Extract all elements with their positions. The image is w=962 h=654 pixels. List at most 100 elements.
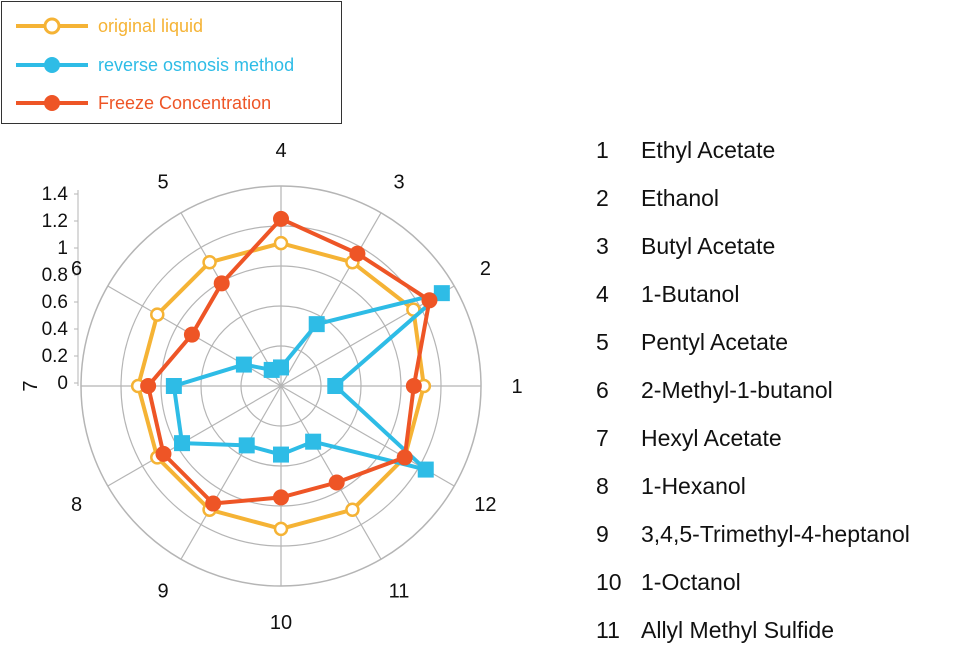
data-point (345, 502, 360, 517)
data-point (421, 292, 438, 309)
legend-item-original-liquid: original liquid (12, 12, 203, 40)
key-item: 7 Hexyl Acetate (596, 414, 910, 462)
data-point (238, 437, 255, 454)
legend-item-reverse-osmosis: reverse osmosis method (12, 51, 294, 79)
key-number: 4 (596, 280, 609, 307)
series-layer (130, 210, 450, 537)
data-point (417, 461, 434, 478)
data-point (235, 356, 252, 373)
data-point (273, 446, 289, 463)
data-point (405, 378, 422, 394)
key-name: Butyl Acetate (641, 232, 776, 259)
data-point (263, 361, 280, 378)
compound-key-list: 1 Ethyl Acetate 2 Ethanol 3 Butyl Acetate 4… (596, 126, 910, 654)
key-item: 10 1-Octanol (596, 558, 910, 606)
category-label: 10 (270, 612, 292, 634)
category-label: 11 (389, 580, 410, 602)
spoke (107, 385, 282, 487)
data-point (308, 316, 325, 333)
legend-item-freeze-concentration: Freeze Concentration (12, 89, 271, 117)
key-number: 5 (596, 328, 609, 355)
data-point (327, 378, 344, 394)
key-number: 2 (596, 184, 609, 211)
key-name: Ethanol (641, 184, 720, 211)
key-name: 3,4,5-Trimethyl-4-heptanol (641, 520, 910, 547)
key-item: 2 Ethanol (596, 174, 910, 222)
data-point (150, 307, 165, 322)
data-point (140, 378, 157, 394)
series-1 (165, 285, 450, 478)
category-label: 7 (20, 380, 42, 391)
data-point (273, 489, 289, 506)
data-point (349, 245, 366, 262)
data-point (273, 521, 289, 537)
legend-swatch-freeze-concentration (16, 95, 88, 111)
data-point (174, 435, 191, 452)
series-2 (140, 210, 438, 512)
legend-label: Freeze Concentration (98, 92, 272, 113)
radial-tick-label: 0.8 (42, 265, 68, 286)
data-point (273, 235, 289, 251)
series-0 (130, 235, 432, 537)
data-point (213, 275, 230, 292)
key-item: 1 Ethyl Acetate (596, 126, 910, 174)
legend: original liquid reverse osmosis method F… (1, 1, 342, 124)
data-point (273, 210, 289, 227)
key-number: 7 (596, 424, 609, 451)
category-label: 6 (71, 258, 82, 280)
key-item: 6 2-Methyl-1-butanol (596, 366, 910, 414)
key-name: Hexyl Acetate (641, 424, 782, 451)
data-point (183, 326, 200, 343)
radial-tick-label: 0.2 (42, 346, 68, 367)
category-label: 9 (157, 580, 168, 602)
key-name: 2-Methyl-1-butanol (641, 376, 833, 403)
legend-swatch-original-liquid (16, 17, 88, 35)
key-name: Pentyl Acetate (641, 328, 789, 355)
data-point (433, 285, 450, 302)
key-item: 11 Allyl Methyl Sulfide (596, 606, 910, 654)
key-name: Ethyl Acetate (641, 136, 776, 163)
key-name: Allyl Methyl Sulfide (641, 616, 835, 643)
data-point (155, 445, 172, 462)
key-name: 1-Hexanol (641, 472, 746, 499)
legend-label: reverse osmosis method (98, 54, 295, 75)
category-label: 2 (480, 258, 491, 280)
radial-tick-label: 1.2 (42, 211, 68, 232)
key-item: 5 Pentyl Acetate (596, 318, 910, 366)
key-name: 1-Octanol (641, 568, 741, 595)
radial-tick-label: 0.6 (42, 292, 68, 313)
data-point (305, 433, 322, 450)
data-point (328, 474, 345, 491)
radial-tick-label: 1 (57, 238, 68, 259)
radial-tick-labels: 0 0.2 0.4 0.6 0.8 1 1.2 1.4 (42, 184, 79, 394)
spoke (280, 212, 382, 387)
key-number: 8 (596, 472, 609, 499)
category-label: 8 (71, 494, 82, 516)
key-item: 3 Butyl Acetate (596, 222, 910, 270)
data-point (396, 449, 413, 466)
spoke (180, 385, 282, 560)
data-point (165, 378, 182, 394)
category-label: 4 (275, 140, 286, 162)
key-number: 3 (596, 232, 609, 259)
key-name: 1-Butanol (641, 280, 740, 307)
spoke (280, 385, 382, 560)
category-label: 1 (511, 376, 522, 398)
key-number: 10 (596, 568, 622, 595)
legend-label: original liquid (98, 15, 204, 36)
key-number: 9 (596, 520, 609, 547)
radial-tick-label: 0.4 (42, 319, 69, 340)
radial-tick-label: 0 (57, 373, 68, 394)
key-number: 11 (596, 616, 620, 643)
category-label: 12 (474, 494, 496, 516)
spoke (180, 212, 282, 387)
data-point (205, 495, 222, 512)
data-point (202, 255, 217, 270)
key-number: 6 (596, 376, 609, 403)
key-number: 1 (596, 136, 609, 163)
category-label: 5 (157, 172, 168, 194)
radial-tick-label: 1.4 (42, 184, 69, 205)
key-item: 8 1-Hexanol (596, 462, 910, 510)
